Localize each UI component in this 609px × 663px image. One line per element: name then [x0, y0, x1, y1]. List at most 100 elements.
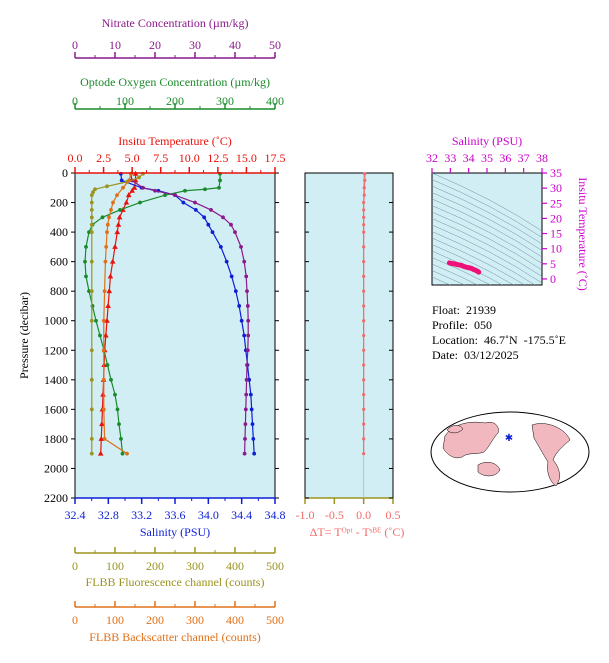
dt-tick-label: -1.0: [296, 508, 315, 522]
oxygen-point: [113, 392, 117, 397]
salinity-tick-label: 34.4: [231, 508, 252, 522]
oxygen-tick-label: 100: [116, 94, 134, 108]
nitrate-point: [243, 422, 248, 427]
ts-density-contour: [432, 173, 542, 232]
fluorescence-point: [89, 222, 94, 227]
ts-x-tick-label: 36: [499, 151, 511, 165]
oxygen-point: [87, 289, 91, 294]
backscatter-point: [105, 222, 110, 227]
float-info: Float: 21939 Profile: 050 Location: 46.7…: [432, 303, 566, 363]
salinity-tick-label: 34.8: [265, 508, 286, 522]
backscatter-point: [105, 230, 109, 234]
nitrate-tick-label: 0: [72, 38, 78, 52]
ts-y-tick-label: 0: [550, 272, 556, 286]
oxygen-tick-label: 200: [166, 94, 184, 108]
fluorescence-tick-label: 100: [106, 559, 124, 573]
ts-density-contour: [432, 198, 542, 258]
ts-point: [476, 269, 481, 275]
ts-x-tick-label: 37: [518, 151, 530, 165]
fluorescence-point: [89, 318, 94, 323]
salinity-point: [119, 178, 124, 183]
dt-tick-label: 0.0: [356, 508, 371, 522]
ts-density-contour: [432, 276, 452, 285]
dt-point: [362, 289, 366, 293]
ts-y-axis-label: Insitu Temperature (˚C): [576, 177, 590, 291]
ts-y-tick-label: 20: [550, 211, 562, 225]
oxygen-tick-label: 0: [72, 94, 78, 108]
fluorescence-point: [89, 230, 94, 234]
temperature-point: [105, 302, 111, 308]
temperature-tick-label: 15.0: [236, 151, 257, 165]
nitrate-point: [209, 208, 213, 212]
map-land-americas: [531, 423, 571, 487]
ts-y-tick-label: 35: [550, 166, 562, 180]
world-map: ✱: [430, 411, 590, 493]
temperature-point: [104, 317, 110, 323]
dt-point: [362, 378, 366, 382]
pressure-tick-label: 1600: [44, 402, 68, 416]
temperature-point: [98, 435, 105, 441]
pressure-axis-label: Pressure (decibar): [17, 292, 31, 379]
backscatter-point: [115, 193, 119, 198]
fluorescence-point: [89, 259, 94, 264]
backscatter-point: [111, 200, 115, 205]
dt-point: [362, 319, 366, 323]
temperature-tick-label: 2.5: [96, 151, 111, 165]
temperature-point: [115, 221, 122, 227]
fluorescence-point: [89, 407, 94, 412]
fluorescence-tick-label: 400: [226, 559, 244, 573]
salinity-point: [193, 208, 198, 212]
ts-density-contour: [432, 205, 542, 264]
nitrate-point: [243, 407, 248, 412]
ts-x-tick-label: 34: [463, 151, 475, 165]
nitrate-point: [141, 185, 145, 190]
temperature-axis-title: Insitu Temperature (˚C): [118, 134, 232, 148]
ts-y-tick-label: 30: [550, 181, 562, 195]
temperature-tick-label: 12.5: [207, 151, 228, 165]
oxygen-point: [119, 437, 123, 441]
ts-y-tick-label: 25: [550, 196, 562, 210]
dt-point: [363, 178, 367, 182]
fluorescence-point: [89, 200, 94, 205]
ts-y-tick-label: 5: [550, 257, 556, 271]
backscatter-point: [103, 259, 108, 264]
oxygen-point: [87, 230, 91, 234]
nitrate-tick-label: 30: [189, 38, 201, 52]
backscatter-point: [127, 178, 131, 183]
pressure-tick-label: 1800: [44, 432, 68, 446]
fluorescence-point: [89, 437, 94, 441]
dt-tick-label: -0.5: [325, 508, 344, 522]
nitrate-point: [243, 437, 247, 441]
dt-point: [362, 260, 366, 264]
salinity-point: [252, 451, 257, 456]
salinity-tick-label: 32.4: [65, 508, 86, 522]
fluorescence-tick-label: 300: [186, 559, 204, 573]
info-location: Location: 46.7˚N -175.5˚E: [432, 333, 566, 347]
temperature-point: [125, 192, 132, 198]
temperature-point: [123, 199, 130, 205]
temperature-point: [116, 214, 123, 220]
salinity-point: [251, 437, 256, 441]
dt-point: [362, 392, 366, 397]
salinity-axis-title: Salinity (PSU): [140, 525, 210, 539]
dt-point: [362, 223, 366, 227]
dt-point: [363, 172, 367, 176]
oxygen-point: [203, 187, 207, 192]
ts-x-tick-label: 35: [481, 151, 493, 165]
fluorescence-point: [89, 348, 94, 353]
map-float-marker: ✱: [505, 433, 513, 444]
oxygen-point: [163, 193, 167, 198]
temperature-point: [132, 177, 139, 183]
info-date: Date: 03/12/2025: [432, 348, 519, 362]
backscatter-point: [121, 185, 125, 190]
fluorescence-point: [91, 190, 95, 195]
ts-x-tick-label: 33: [444, 151, 456, 165]
dt-point: [362, 304, 366, 308]
backscatter-tick-label: 300: [186, 613, 204, 627]
temperature-tick-label: 17.5: [265, 151, 286, 165]
backscatter-point: [102, 289, 107, 294]
nitrate-axis-title: Nitrate Concentration (µm/kg): [102, 16, 249, 30]
oxygen-point: [84, 274, 88, 279]
nitrate-tick-label: 10: [109, 38, 121, 52]
